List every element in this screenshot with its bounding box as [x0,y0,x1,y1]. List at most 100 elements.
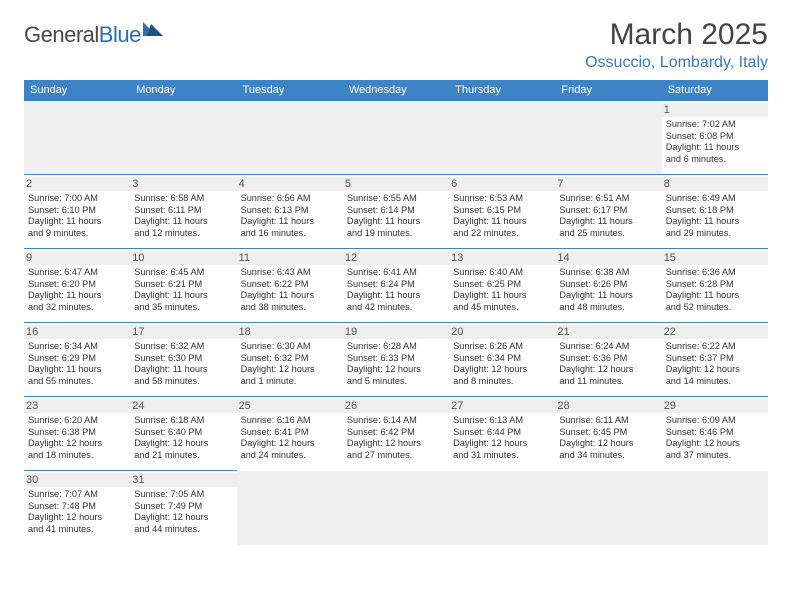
day-cell: 23Sunrise: 6:20 AMSunset: 6:38 PMDayligh… [24,397,130,471]
day-number: 31 [130,473,236,487]
sunrise-text: Sunrise: 6:24 AM [559,341,657,353]
sunrise-text: Sunrise: 6:47 AM [28,267,126,279]
weekday-header: Saturday [662,80,768,101]
day-cell [343,101,449,175]
day-cell: 28Sunrise: 6:11 AMSunset: 6:45 PMDayligh… [555,397,661,471]
daylight-text: Daylight: 11 hours [241,290,339,302]
sunrise-text: Sunrise: 6:38 AM [559,267,657,279]
logo-part2: Blue [99,22,141,47]
weekday-header: Monday [130,80,236,101]
day-number: 12 [343,251,449,265]
sunrise-text: Sunrise: 6:34 AM [28,341,126,353]
sunset-text: Sunset: 6:22 PM [241,279,339,291]
sunset-text: Sunset: 6:20 PM [28,279,126,291]
sunset-text: Sunset: 6:21 PM [134,279,232,291]
daylight-text: and 37 minutes. [666,450,764,462]
sunrise-text: Sunrise: 6:26 AM [453,341,551,353]
day-number: 4 [237,177,343,191]
day-number: 28 [555,399,661,413]
sunset-text: Sunset: 6:17 PM [559,205,657,217]
daylight-text: Daylight: 11 hours [453,290,551,302]
day-cell [662,471,768,545]
day-cell [555,101,661,175]
daylight-text: Daylight: 11 hours [666,142,764,154]
day-cell: 15Sunrise: 6:36 AMSunset: 6:28 PMDayligh… [662,249,768,323]
day-cell: 21Sunrise: 6:24 AMSunset: 6:36 PMDayligh… [555,323,661,397]
daylight-text: and 8 minutes. [453,376,551,388]
daylight-text: and 45 minutes. [453,302,551,314]
day-cell [237,101,343,175]
sunrise-text: Sunrise: 7:07 AM [28,489,126,501]
daylight-text: and 52 minutes. [666,302,764,314]
titles: March 2025 Ossuccio, Lombardy, Italy [585,18,768,72]
day-number: 20 [449,325,555,339]
day-cell [555,471,661,545]
day-cell [449,471,555,545]
week-row: 16Sunrise: 6:34 AMSunset: 6:29 PMDayligh… [24,323,768,397]
day-number: 9 [24,251,130,265]
day-number: 13 [449,251,555,265]
day-number: 10 [130,251,236,265]
day-number: 2 [24,177,130,191]
daylight-text: and 22 minutes. [453,228,551,240]
day-cell: 30Sunrise: 7:07 AMSunset: 7:48 PMDayligh… [24,471,130,545]
sunset-text: Sunset: 6:38 PM [28,427,126,439]
sunset-text: Sunset: 6:37 PM [666,353,764,365]
daylight-text: and 14 minutes. [666,376,764,388]
day-cell: 24Sunrise: 6:18 AMSunset: 6:40 PMDayligh… [130,397,236,471]
day-cell: 31Sunrise: 7:05 AMSunset: 7:49 PMDayligh… [130,471,236,545]
daylight-text: Daylight: 12 hours [666,438,764,450]
daylight-text: and 1 minute. [241,376,339,388]
sunset-text: Sunset: 6:33 PM [347,353,445,365]
sunset-text: Sunset: 7:48 PM [28,501,126,513]
day-cell: 16Sunrise: 6:34 AMSunset: 6:29 PMDayligh… [24,323,130,397]
day-cell: 13Sunrise: 6:40 AMSunset: 6:25 PMDayligh… [449,249,555,323]
daylight-text: Daylight: 12 hours [453,364,551,376]
sunset-text: Sunset: 7:49 PM [134,501,232,513]
day-cell: 11Sunrise: 6:43 AMSunset: 6:22 PMDayligh… [237,249,343,323]
sunrise-text: Sunrise: 6:56 AM [241,193,339,205]
sunset-text: Sunset: 6:18 PM [666,205,764,217]
daylight-text: Daylight: 11 hours [28,216,126,228]
sunrise-text: Sunrise: 6:28 AM [347,341,445,353]
day-number: 8 [662,177,768,191]
day-cell: 22Sunrise: 6:22 AMSunset: 6:37 PMDayligh… [662,323,768,397]
day-cell: 4Sunrise: 6:56 AMSunset: 6:13 PMDaylight… [237,175,343,249]
day-cell: 17Sunrise: 6:32 AMSunset: 6:30 PMDayligh… [130,323,236,397]
sunrise-text: Sunrise: 6:18 AM [134,415,232,427]
sunrise-text: Sunrise: 6:43 AM [241,267,339,279]
daylight-text: Daylight: 12 hours [666,364,764,376]
daylight-text: Daylight: 11 hours [134,290,232,302]
day-number: 25 [237,399,343,413]
week-row: 30Sunrise: 7:07 AMSunset: 7:48 PMDayligh… [24,471,768,545]
day-cell: 20 Sunrise: 6:26 AMSunset: 6:34 PMDayligh… [449,323,555,397]
day-number: 18 [237,325,343,339]
calendar-table: SundayMondayTuesdayWednesdayThursdayFrid… [24,80,768,545]
day-number: 6 [449,177,555,191]
daylight-text: and 21 minutes. [134,450,232,462]
daylight-text: Daylight: 11 hours [559,216,657,228]
sunrise-text: Sunrise: 6:45 AM [134,267,232,279]
calendar-page: GeneralBlue March 2025 Ossuccio, Lombard… [0,0,792,563]
day-cell: 6Sunrise: 6:53 AMSunset: 6:15 PMDaylight… [449,175,555,249]
sunset-text: Sunset: 6:13 PM [241,205,339,217]
daylight-text: and 44 minutes. [134,524,232,536]
daylight-text: Daylight: 11 hours [347,216,445,228]
sunrise-text: Sunrise: 7:00 AM [28,193,126,205]
sunset-text: Sunset: 6:34 PM [453,353,551,365]
day-number: 24 [130,399,236,413]
week-row: 9 Sunrise: 6:47 AMSunset: 6:20 PM Daylight… [24,249,768,323]
sunset-text: Sunset: 6:40 PM [134,427,232,439]
day-number: 29 [662,399,768,413]
sunset-text: Sunset: 6:44 PM [453,427,551,439]
day-cell: 27Sunrise: 6:13 AMSunset: 6:44 PMDayligh… [449,397,555,471]
daylight-text: Daylight: 12 hours [28,438,126,450]
sunrise-text: Sunrise: 7:05 AM [134,489,232,501]
day-cell [343,471,449,545]
daylight-text: and 29 minutes. [666,228,764,240]
day-number: 26 [343,399,449,413]
daylight-text: and 27 minutes. [347,450,445,462]
daylight-text: and 25 minutes. [559,228,657,240]
daylight-text: Daylight: 11 hours [134,216,232,228]
day-cell: 3Sunrise: 6:58 AMSunset: 6:11 PMDaylight… [130,175,236,249]
